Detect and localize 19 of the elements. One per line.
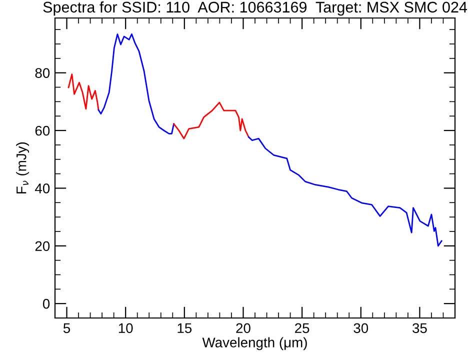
x-tick-label: 5 xyxy=(63,323,70,334)
x-tick-label: 30 xyxy=(354,323,368,334)
x-tick-label: 10 xyxy=(118,323,133,334)
line-series xyxy=(173,102,250,140)
line-series xyxy=(248,136,442,247)
x-axis-title: Wavelength (μm) xyxy=(202,337,307,350)
y-tick-label: 40 xyxy=(35,184,50,194)
chart-title: Spectra for SSID: 110 AOR: 10663169 Target: MSX SMC 024 xyxy=(43,1,468,16)
x-tick-label: 35 xyxy=(412,323,427,334)
line-series xyxy=(68,74,100,111)
x-tick-label: 15 xyxy=(178,323,192,334)
line-series xyxy=(98,33,175,134)
x-tick-label: 20 xyxy=(236,323,250,334)
y-tick-label: 60 xyxy=(35,126,50,136)
y-axis-title: F$_{ν}$ (mJy) xyxy=(16,142,30,194)
y-tick-label: 80 xyxy=(35,68,50,78)
x-tick-label: 25 xyxy=(295,323,310,334)
y-tick-label: 0 xyxy=(42,298,50,309)
y-tick-label: 20 xyxy=(35,241,50,252)
